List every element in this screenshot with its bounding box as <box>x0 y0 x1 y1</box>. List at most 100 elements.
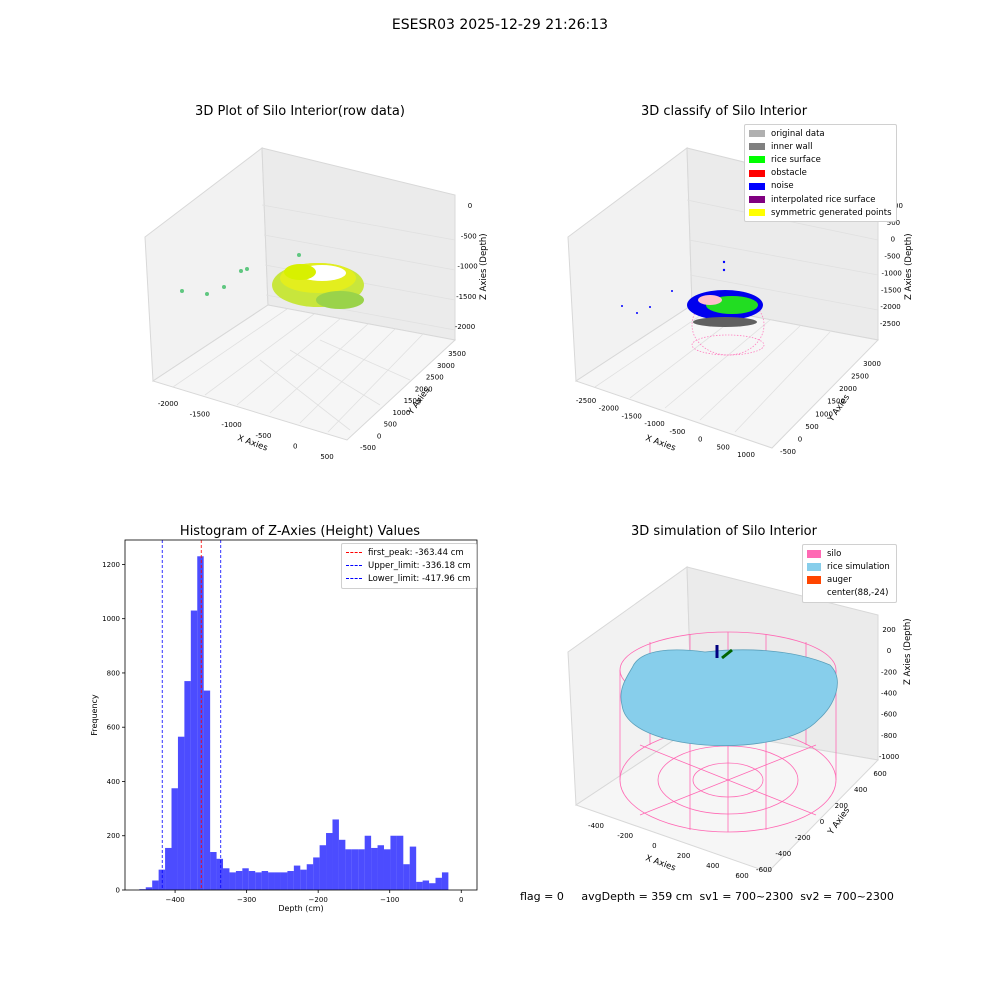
simulation-legend-swatch <box>807 589 821 598</box>
classify-z-tick: -1000 <box>882 269 902 277</box>
simulation-x-tick: -200 <box>617 832 633 840</box>
raw-x-tick: -2000 <box>158 400 178 408</box>
histogram-bar <box>223 868 230 890</box>
simulation-legend-label: silo <box>827 548 842 559</box>
histogram-bar <box>306 864 314 890</box>
classify-y-tick: 1500 <box>827 398 845 406</box>
histogram-bar <box>145 887 153 890</box>
simulation-x-axis-label: X Axies <box>644 853 677 873</box>
classify-z-tick: -500 <box>884 253 900 261</box>
raw-y-tick: 3000 <box>437 362 455 370</box>
histogram-bar <box>383 849 391 890</box>
raw-x-tick: 0 <box>293 442 297 450</box>
raw-z-tick: -500 <box>461 232 477 240</box>
classify-z-tick: -1500 <box>881 286 901 294</box>
classify-x-tick: -1500 <box>622 412 642 420</box>
raw-z-tick: -1500 <box>456 293 476 301</box>
histogram-bar <box>441 872 449 890</box>
classify-legend-swatch <box>749 169 765 177</box>
classify-legend-entry: original data <box>749 127 892 140</box>
classify-y-tick: -500 <box>780 448 796 456</box>
raw-y-tick: 0 <box>377 432 381 440</box>
raw-z-tick: -2000 <box>455 323 475 331</box>
simulation-y-tick: -200 <box>795 834 811 842</box>
simulation-legend-entry: silo <box>807 547 892 560</box>
simulation-z-tick: -200 <box>881 668 897 676</box>
histogram-bar <box>313 857 320 890</box>
raw-point-cloud <box>180 253 364 309</box>
raw-y-tick: 2500 <box>426 374 444 382</box>
classify-z-tick: 500 <box>887 219 900 227</box>
raw-z-axis-label: Z Axies (Depth) <box>479 233 489 300</box>
histogram-legend-swatch <box>346 565 362 567</box>
classify-legend-label: inner wall <box>771 141 813 152</box>
raw-y-tick: 2000 <box>415 385 433 393</box>
histogram-legend-label: Lower_limit: -417.96 cm <box>368 573 471 584</box>
raw-y-tick: 1500 <box>404 397 422 405</box>
histogram-bar <box>300 869 307 890</box>
simulation-z-tick: 0 <box>887 647 891 655</box>
histogram-bar <box>422 880 430 890</box>
simulation-legend-label: auger <box>827 574 852 585</box>
simulation-z-tick: -1000 <box>879 753 899 761</box>
histogram-bar <box>358 849 365 890</box>
histogram-bar <box>409 846 417 890</box>
histogram-legend-label: Upper_limit: -336.18 cm <box>368 560 471 571</box>
simulation-legend-entry: center(88,-24) <box>807 587 892 600</box>
classify-legend-label: rice surface <box>771 154 821 165</box>
histogram-x-tick: −400 <box>165 896 184 904</box>
histogram-bar <box>248 871 256 890</box>
simulation-y-tick: 400 <box>854 786 867 794</box>
raw-y-tick: 500 <box>384 421 397 429</box>
classify-legend: original data inner wall rice surface obsta… <box>744 124 897 223</box>
histogram-x-tick: −300 <box>237 896 256 904</box>
classify-legend-label: original data <box>771 128 825 139</box>
histogram-bar <box>287 871 294 890</box>
simulation-legend-entry: rice simulation <box>807 560 892 573</box>
classify-y-tick: 500 <box>805 423 818 431</box>
simulation-y-tick: 200 <box>835 802 848 810</box>
histogram-y-tick: 600 <box>107 724 120 732</box>
classify-y-tick: 3000 <box>863 360 881 368</box>
histogram-bar <box>152 880 159 890</box>
raw-y-tick: 1000 <box>392 409 410 417</box>
rice-simulation-surface <box>620 649 838 746</box>
raw-y-tick: 3500 <box>448 350 466 358</box>
histogram-x-axis-label: Depth (cm) <box>278 904 323 913</box>
histogram-bar <box>229 872 236 890</box>
classify-y-tick: 2500 <box>851 373 869 381</box>
classify-legend-swatch <box>749 130 765 138</box>
simulation-plot-title: 3D simulation of Silo Interior <box>631 524 817 539</box>
simulation-legend-swatch <box>807 562 821 571</box>
histogram-bar <box>165 847 172 890</box>
histogram-bar <box>377 845 384 890</box>
simulation-3d-plot: -400-2000200400600-600-400-2000200400600… <box>567 566 913 880</box>
classify-z-tick: -2000 <box>880 303 900 311</box>
classify-y-tick: 1000 <box>815 410 833 418</box>
histogram-y-tick: 400 <box>107 778 120 786</box>
histogram-legend-entry: first_peak: -363.44 cm <box>346 546 472 559</box>
raw-x-tick: -500 <box>255 432 271 440</box>
figure-title: ESESR03 2025-12-29 21:26:13 <box>391 17 609 33</box>
simulation-y-tick: 600 <box>873 770 886 778</box>
histogram-bar <box>274 872 281 890</box>
simulation-legend-entry: auger <box>807 573 892 586</box>
simulation-legend-swatch <box>807 575 821 584</box>
classify-y-tick: 2000 <box>839 385 857 393</box>
simulation-x-tick: 200 <box>677 852 690 860</box>
classify-legend-entry: interpolated rice surface <box>749 193 892 206</box>
histogram-bar <box>416 881 423 890</box>
classify-legend-swatch <box>749 196 765 204</box>
raw-z-tick: -1000 <box>457 263 477 271</box>
classify-legend-entry: rice surface <box>749 153 892 166</box>
raw-z-tick: 0 <box>468 202 472 210</box>
classify-z-axis-label: Z Axies (Depth) <box>904 233 914 300</box>
simulation-x-tick: 400 <box>706 862 719 870</box>
simulation-x-tick: 600 <box>735 872 748 880</box>
histogram-bar <box>190 610 198 890</box>
raw-3d-plot: -2000-1500-1000-5000500-5000500100015002… <box>144 147 489 461</box>
histogram-bar <box>184 681 191 890</box>
histogram-bar <box>345 849 352 890</box>
classify-legend-entry: obstacle <box>749 167 892 180</box>
